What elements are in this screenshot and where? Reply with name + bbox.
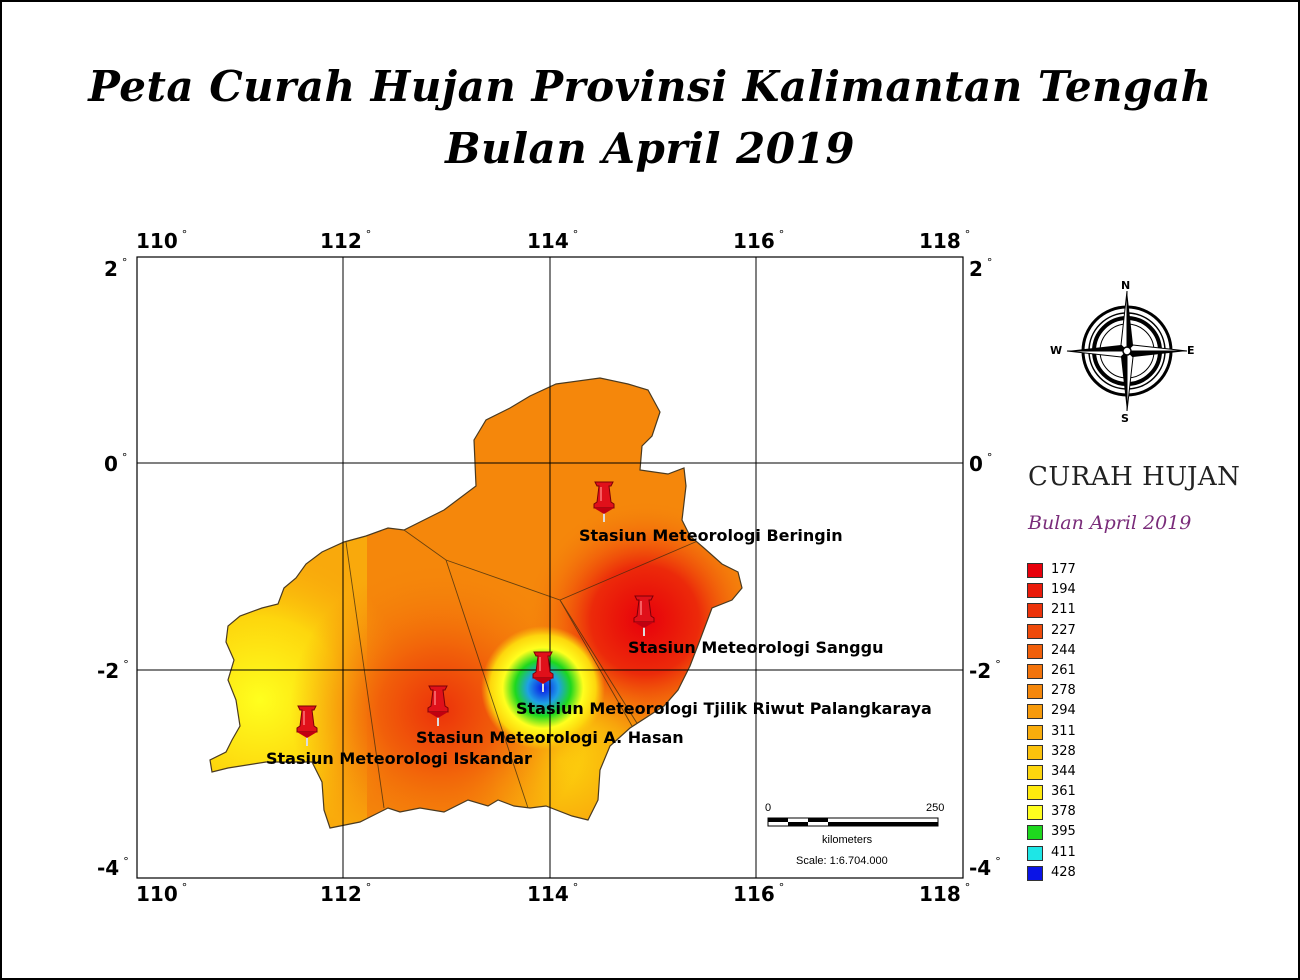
legend-value: 344: [1051, 763, 1076, 779]
scale-bar-end: 250: [926, 802, 945, 814]
legend-value: 278: [1051, 683, 1076, 699]
lon-label-top-112: 112 °: [320, 228, 372, 253]
legend-value: 328: [1051, 743, 1076, 759]
legend-value: 428: [1051, 864, 1076, 880]
legend-swatch: [1027, 603, 1043, 619]
station-label-sanggu: Stasiun Meteorologi Sanggu: [628, 638, 884, 657]
province-boundary: [209, 377, 743, 829]
lat-label-left-neg4: -4 °: [97, 855, 129, 880]
legend-swatch: [1027, 684, 1043, 700]
legend-value: 244: [1051, 642, 1076, 658]
pin-beringin-icon: [593, 481, 615, 522]
legend-swatch: [1027, 583, 1043, 599]
station-label-iskandar: Stasiun Meteorologi Iskandar: [266, 749, 532, 768]
legend-value: 361: [1051, 784, 1076, 800]
scale-text: Scale: 1:6.704.000: [796, 855, 888, 867]
lat-label-right-0: 0 °: [969, 451, 993, 476]
legend-value: 211: [1051, 602, 1076, 618]
legend-value: 411: [1051, 844, 1076, 860]
compass-south-label: S: [1121, 412, 1129, 425]
legend-swatch: [1027, 623, 1043, 639]
legend-value: 227: [1051, 622, 1076, 638]
legend-value: 294: [1051, 703, 1076, 719]
pin-iskandar-icon: [296, 705, 318, 746]
legend-swatch: [1027, 563, 1043, 578]
legend-swatch: [1027, 825, 1043, 841]
lon-label-top-110: 110 °: [136, 228, 188, 253]
map-subtitle: Bulan April 2019: [445, 124, 855, 173]
pin-a-hasan-icon: [427, 685, 449, 726]
legend-title: CURAH HUJAN: [1028, 462, 1241, 492]
legend-value: 311: [1051, 723, 1076, 739]
legend-swatch: [1027, 785, 1043, 801]
legend-value: 177: [1051, 562, 1076, 577]
compass-rose-icon: [1066, 290, 1188, 412]
lon-label-bottom-110: 110 °: [136, 881, 188, 906]
pin-sanggu-icon: [633, 595, 655, 636]
lat-label-right-neg4: -4 °: [969, 855, 1001, 880]
legend-value: 261: [1051, 662, 1076, 678]
station-label-beringin: Stasiun Meteorologi Beringin: [579, 526, 843, 545]
map-title: Peta Curah Hujan Provinsi Kalimantan Ten…: [88, 62, 1212, 111]
legend-swatch: [1027, 865, 1043, 881]
compass-west-label: W: [1050, 344, 1063, 357]
lat-label-left-0: 0 °: [104, 451, 128, 476]
graticule: [137, 257, 963, 878]
legend-swatch: [1027, 643, 1043, 659]
pin-tjilik-riwut-icon: [532, 651, 554, 692]
compass-east-label: E: [1187, 344, 1195, 357]
legend-swatch: [1027, 764, 1043, 780]
lat-label-left-2: 2 °: [104, 256, 128, 281]
legend-swatch: [1027, 744, 1043, 760]
legend-value: 395: [1051, 824, 1076, 840]
lon-label-bottom-112: 112 °: [320, 881, 372, 906]
lon-label-top-116: 116 °: [733, 228, 785, 253]
lon-label-bottom-114: 114 °: [527, 881, 579, 906]
lon-label-top-118: 118 °: [919, 228, 971, 253]
lat-label-left-neg2: -2 °: [97, 658, 129, 683]
legend-swatch: [1027, 805, 1043, 821]
legend-swatch: [1027, 845, 1043, 861]
scale-bar-unit: kilometers: [822, 834, 873, 846]
legend-subtitle: Bulan April 2019: [1028, 512, 1192, 534]
legend-value: 194: [1051, 582, 1076, 598]
legend-swatch: [1027, 704, 1043, 720]
scale-bar: [767, 817, 939, 827]
lon-label-top-114: 114 °: [527, 228, 579, 253]
lon-label-bottom-118: 118 °: [919, 881, 971, 906]
legend-value: 378: [1051, 804, 1076, 820]
legend-swatch: [1027, 724, 1043, 740]
lon-label-bottom-116: 116 °: [733, 881, 785, 906]
lat-label-right-2: 2 °: [969, 256, 993, 281]
station-label-tjilik-riwut: Stasiun Meteorologi Tjilik Riwut Palangk…: [516, 699, 932, 718]
compass-north-label: N: [1121, 279, 1131, 292]
lat-label-right-neg2: -2 °: [969, 658, 1001, 683]
scale-bar-start: 0: [765, 802, 772, 814]
legend-swatch: [1027, 663, 1043, 679]
station-label-a-hasan: Stasiun Meteorologi A. Hasan: [416, 728, 684, 747]
